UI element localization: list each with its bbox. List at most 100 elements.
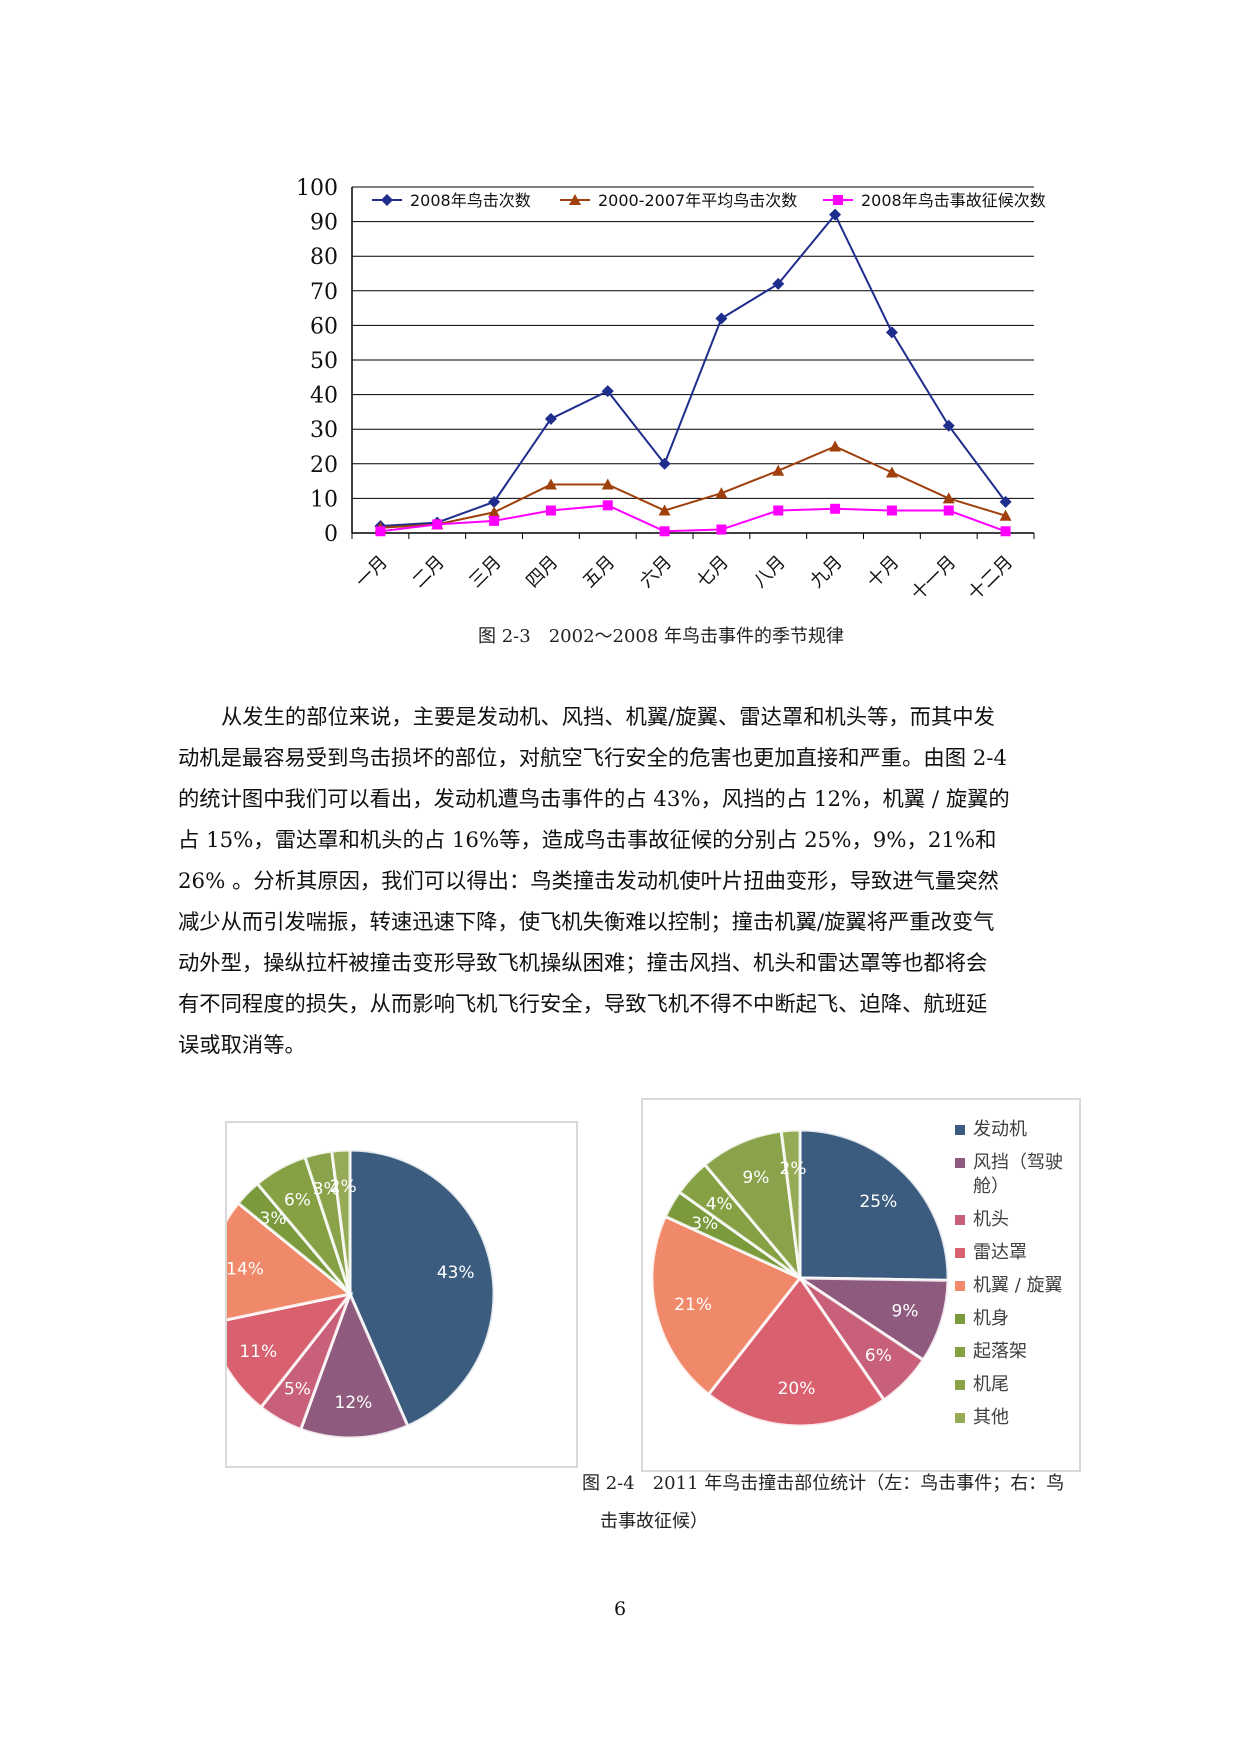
legend-label: 机身 — [973, 1308, 1009, 1329]
legend-item: 机头 — [955, 1208, 1075, 1232]
legend-text: 2008年鸟击次数 — [410, 191, 531, 210]
legend-swatch — [955, 1413, 965, 1423]
pie-data-label: 9% — [892, 1302, 919, 1322]
legend-swatch — [955, 1158, 965, 1168]
x-tick-label: 七月 — [693, 552, 733, 592]
x-tick-label: 八月 — [749, 552, 789, 592]
legend-text: 2008年鸟击事故征候次数 — [861, 191, 1046, 210]
pie-data-label: 20% — [778, 1379, 816, 1399]
paragraph-line: 占 15%，雷达罩和机头的占 16%等，造成鸟击事故征候的分别占 25%，9%，… — [178, 828, 997, 853]
pie-data-label: 21% — [674, 1295, 712, 1315]
pie-data-label: 4% — [706, 1194, 733, 1214]
legend-item: 起落架 — [955, 1340, 1075, 1364]
pie-data-label: 5% — [284, 1379, 311, 1399]
data-point — [772, 464, 785, 476]
body-paragraph: 从发生的部位来说，主要是发动机、风挡、机翼/旋翼、雷达罩和机头等，而其中发 动机… — [178, 697, 1138, 1066]
data-point — [715, 312, 728, 325]
legend-label: 雷达罩 — [973, 1242, 1027, 1263]
pie-data-label: 6% — [284, 1191, 311, 1211]
legend-label: 风挡（驾驶舱） — [973, 1152, 1063, 1197]
x-tick-label: 四月 — [522, 552, 562, 592]
legend-text: 2000-2007年平均鸟击次数 — [598, 191, 797, 210]
data-point — [602, 500, 613, 511]
seasonal-line-chart: 0 10 20 30 40 50 60 70 80 90 100 一月 二月 三月 四月 五月 六月 七月 八月 九月… — [296, 176, 1046, 605]
data-point — [544, 412, 557, 425]
y-tick-label: 0 — [324, 522, 338, 547]
data-point — [773, 505, 784, 516]
pie-slice — [348, 1148, 496, 1428]
y-tick-label: 70 — [310, 280, 338, 305]
legend-label: 发动机 — [973, 1119, 1027, 1140]
x-tick-label: 九月 — [806, 552, 846, 592]
pie-data-label: 43% — [437, 1263, 475, 1283]
pie-slice — [330, 1148, 352, 1295]
pie-slice — [702, 1129, 803, 1283]
paragraph-line: 的统计图中我们可以看出，发动机遭鸟击事件的占 43%，风挡的占 12%，机翼 /… — [178, 787, 1010, 812]
legend-label: 其他 — [973, 1407, 1009, 1428]
pie-slice — [798, 1128, 950, 1282]
data-point — [942, 419, 955, 432]
y-tick-label: 80 — [310, 245, 338, 270]
data-point — [545, 505, 556, 516]
pie-data-label: 11% — [239, 1342, 277, 1362]
pie-data-label: 25% — [859, 1192, 897, 1212]
pie-data-label: 2% — [780, 1159, 807, 1179]
series-line — [380, 212, 1007, 528]
x-tick-label: 十二月 — [964, 552, 1017, 605]
data-point — [488, 495, 501, 508]
legend-item: 机翼 / 旋翼 — [955, 1274, 1075, 1298]
y-tick-label: 40 — [310, 384, 338, 409]
paragraph-line: 从发生的部位来说，主要是发动机、风挡、机翼/旋翼、雷达罩和机头等，而其中发 — [221, 705, 995, 730]
figure-2-4-caption-line1: 图 2-4 2011 年鸟击撞击部位统计（左：鸟击事件；右：鸟 — [582, 1473, 1065, 1494]
pie-legend: 发动机 风挡（驾驶舱） 机头 雷达罩 机翼 / 旋翼 机身 起落架 机尾 其他 — [955, 1118, 1075, 1439]
data-point — [943, 505, 954, 516]
legend-label: 起落架 — [973, 1341, 1027, 1362]
paragraph-line: 动机是最容易受到鸟击损坏的部位，对航空飞行安全的危害也更加直接和严重。由图 2-… — [178, 746, 1008, 771]
data-point — [772, 277, 785, 290]
data-point — [489, 515, 500, 526]
x-tick-label: 十月 — [863, 552, 903, 592]
pie-data-label: 3% — [313, 1180, 340, 1200]
data-point — [999, 495, 1012, 508]
paragraph-line: 26% 。分析其原因，我们可以得出：鸟类撞击发动机使叶片扭曲变形，导致进气量突然 — [178, 869, 999, 894]
data-point — [833, 195, 843, 205]
paragraph-line: 有不同程度的损失，从而影响飞机飞行安全，导致飞机不得不中断起飞、迫降、航班延 — [178, 992, 988, 1017]
paragraph-line: 动外型，操纵拉杆被撞击变形导致飞机操纵困难；撞击风挡、机头和雷达罩等也都将会 — [178, 951, 988, 976]
figure-2-4-caption-line2: 击事故征候） — [600, 1511, 708, 1532]
data-point — [488, 506, 501, 518]
x-tick-label: 六月 — [636, 552, 676, 592]
data-point — [716, 524, 727, 535]
figure-2-3-caption: 图 2-3 2002～2008 年鸟击事件的季节规律 — [478, 626, 845, 647]
series-line — [380, 445, 1006, 529]
legend-label: 机头 — [973, 1209, 1009, 1230]
data-point — [885, 326, 898, 339]
x-tick-label: 二月 — [408, 552, 448, 592]
data-point — [885, 466, 898, 478]
data-point — [658, 457, 671, 470]
data-point — [544, 478, 557, 490]
data-point — [886, 505, 897, 516]
pie-slice — [779, 1128, 802, 1279]
y-tick-label: 90 — [310, 211, 338, 236]
legend-swatch — [955, 1215, 965, 1225]
y-tick-label: 60 — [310, 314, 338, 339]
bird-strike-events-pie: 43%12%5%11%14%3%6%3%2% — [204, 1148, 496, 1440]
data-point — [375, 526, 386, 537]
y-tick-label: 30 — [310, 418, 338, 443]
y-tick-label: 10 — [310, 487, 338, 512]
x-tick-label: 十一月 — [907, 552, 960, 605]
pie-data-label: 6% — [865, 1346, 892, 1366]
data-point — [601, 478, 614, 490]
page-number: 6 — [613, 1598, 627, 1620]
y-tick-label: 100 — [296, 176, 338, 201]
x-tick-label: 一月 — [352, 552, 392, 592]
x-tick-label: 三月 — [465, 552, 505, 592]
y-tick-label: 50 — [310, 349, 338, 374]
pie-data-label: 9% — [742, 1168, 769, 1188]
data-point — [999, 509, 1012, 521]
legend-item: 雷达罩 — [955, 1241, 1075, 1265]
legend-item: 机身 — [955, 1307, 1075, 1331]
pie-slice — [794, 1276, 950, 1363]
data-point — [942, 492, 955, 504]
pie-slice — [298, 1289, 410, 1440]
